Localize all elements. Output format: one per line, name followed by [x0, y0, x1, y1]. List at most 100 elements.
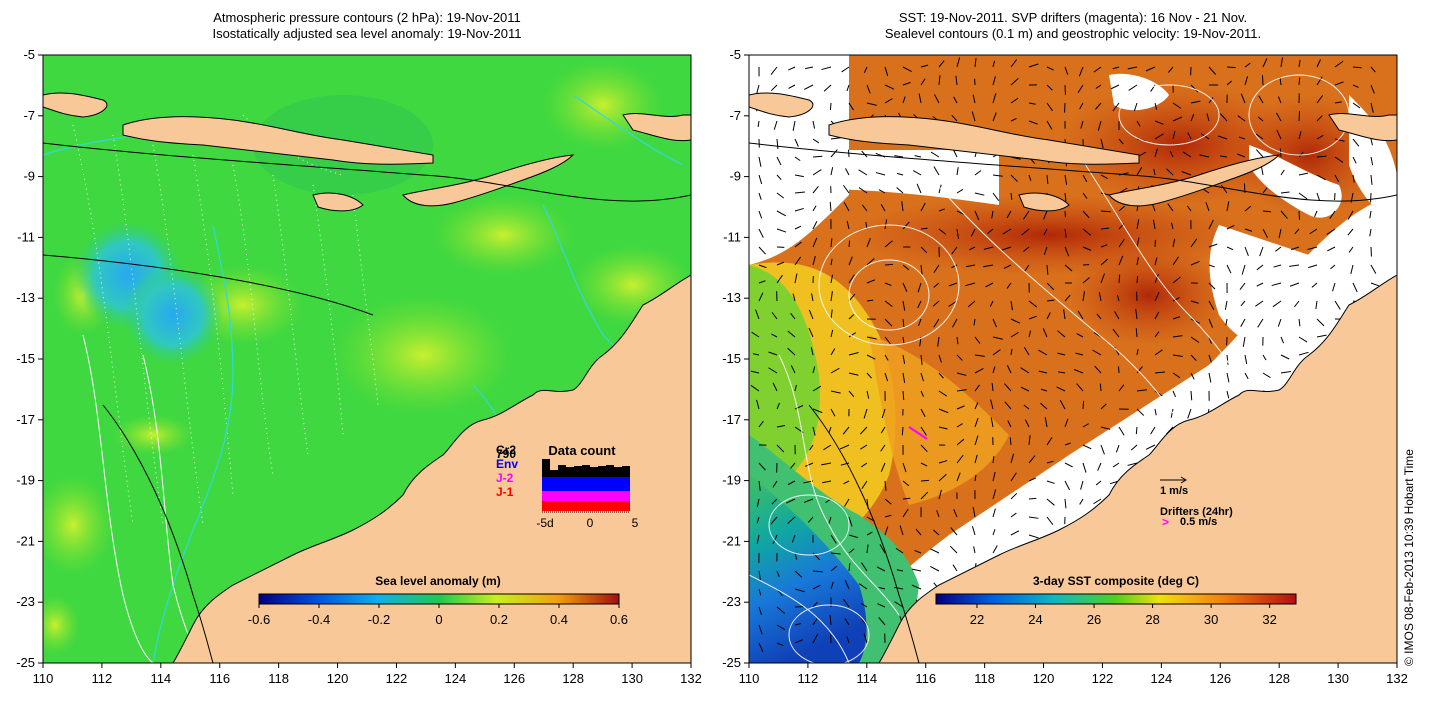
velocity-arrow — [1136, 276, 1139, 284]
velocity-arrow — [845, 168, 850, 176]
velocity-arrow — [973, 318, 976, 326]
data-count-bar-j2 — [598, 491, 606, 501]
velocity-arrow — [776, 174, 782, 181]
velocity-arrow — [1226, 390, 1230, 399]
velocity-arrow — [920, 227, 928, 230]
velocity-arrow — [1092, 349, 1102, 356]
velocity-arrow — [785, 498, 796, 504]
velocity-arrow — [895, 547, 904, 554]
data-count-bar-cr2 — [590, 467, 598, 477]
velocity-arrow — [1114, 311, 1120, 320]
velocity-arrow — [1244, 354, 1248, 365]
velocity-arrow — [1334, 60, 1344, 68]
velocity-arrow — [839, 444, 850, 450]
velocity-arrow — [881, 408, 886, 419]
data-count-bar-j2 — [606, 491, 614, 501]
velocity-arrow — [949, 545, 958, 554]
velocity-arrow — [1094, 365, 1102, 374]
velocity-arrow — [1004, 401, 1012, 410]
data-count-bar-j2 — [566, 491, 574, 501]
velocity-arrow — [758, 462, 766, 471]
velocity-arrow — [1190, 100, 1201, 104]
drifter-symbol: > — [1162, 515, 1169, 529]
velocity-arrow — [1208, 372, 1212, 383]
velocity-arrow — [787, 516, 796, 524]
velocity-arrow — [794, 570, 803, 578]
sla-y-tick-label: -9 — [23, 169, 35, 184]
velocity-arrow — [1352, 66, 1362, 69]
velocity-arrow — [1208, 282, 1216, 290]
velocity-arrow — [1352, 156, 1357, 164]
sla-x-tick-label: 132 — [680, 671, 702, 686]
velocity-arrow — [884, 84, 895, 90]
velocity-arrow — [950, 527, 958, 536]
velocity-arrow — [992, 508, 996, 518]
velocity-arrow — [1135, 328, 1138, 338]
sla-colorbar-bar — [258, 593, 620, 605]
velocity-arrow — [920, 202, 926, 212]
velocity-arrow — [1262, 372, 1271, 378]
velocity-arrow — [1028, 315, 1037, 320]
velocity-arrow — [1010, 77, 1019, 86]
velocity-arrow — [884, 240, 893, 248]
velocity-arrow — [1316, 134, 1324, 140]
velocity-arrow — [880, 203, 886, 212]
data-count-bar-env — [622, 477, 630, 491]
velocity-arrow — [770, 516, 778, 525]
velocity-arrow — [1001, 246, 1012, 251]
velocity-arrow — [788, 66, 796, 71]
velocity-arrow — [901, 426, 904, 436]
velocity-arrow — [776, 228, 787, 233]
velocity-arrow — [758, 210, 763, 219]
sst-x-tick-label: 112 — [798, 671, 819, 686]
velocity-arrow — [878, 189, 886, 194]
velocity-arrow — [830, 238, 833, 248]
velocity-arrow — [992, 112, 997, 122]
velocity-arrow — [812, 366, 816, 374]
velocity-arrow — [1314, 210, 1318, 218]
velocity-arrow — [790, 365, 796, 374]
velocity-arrow — [1046, 174, 1049, 185]
velocity-arrow — [1226, 66, 1236, 69]
velocity-arrow — [1190, 113, 1195, 122]
velocity-arrow — [1244, 62, 1251, 68]
velocity-arrow — [1190, 260, 1200, 266]
velocity-arrow — [1347, 228, 1354, 236]
velocity-arrow — [990, 417, 994, 428]
data-count-bar-env — [614, 477, 622, 491]
velocity-arrow — [758, 588, 762, 596]
data-count-bar-j1 — [558, 501, 566, 511]
sla-x-tick-label: 130 — [621, 671, 643, 686]
velocity-arrow — [1082, 400, 1085, 410]
velocity-arrow — [776, 444, 785, 453]
sla-y-tick-label: -15 — [16, 351, 35, 366]
velocity-arrow — [1272, 300, 1282, 308]
velocity-arrow — [918, 93, 922, 104]
velocity-arrow — [875, 172, 886, 176]
velocity-arrow — [992, 60, 996, 68]
velocity-arrow — [902, 264, 910, 271]
velocity-arrow — [1046, 102, 1053, 112]
velocity-arrow — [1043, 246, 1048, 255]
velocity-arrow — [974, 384, 980, 392]
velocity-arrow — [1316, 318, 1325, 327]
velocity-arrow — [756, 498, 760, 508]
velocity-arrow — [1038, 370, 1048, 374]
sst-y-tick-label: -19 — [722, 473, 741, 488]
velocity-arrow — [844, 498, 850, 507]
velocity-arrow — [920, 462, 928, 467]
velocity-arrow — [1172, 256, 1179, 266]
sst-sumba-island — [1018, 192, 1070, 212]
data-count-bar-j2 — [590, 491, 598, 501]
data-count-bar-j2 — [622, 491, 630, 501]
velocity-arrow — [992, 366, 996, 374]
sst-y-tick-label: -13 — [722, 290, 741, 305]
velocity-arrow — [936, 510, 940, 518]
velocity-arrow — [938, 473, 947, 482]
velocity-arrow — [1298, 318, 1301, 327]
sst-x-tick-label: 118 — [974, 671, 995, 686]
velocity-arrow — [848, 516, 853, 527]
velocity-arrow — [974, 192, 985, 196]
velocity-arrow — [876, 566, 886, 572]
